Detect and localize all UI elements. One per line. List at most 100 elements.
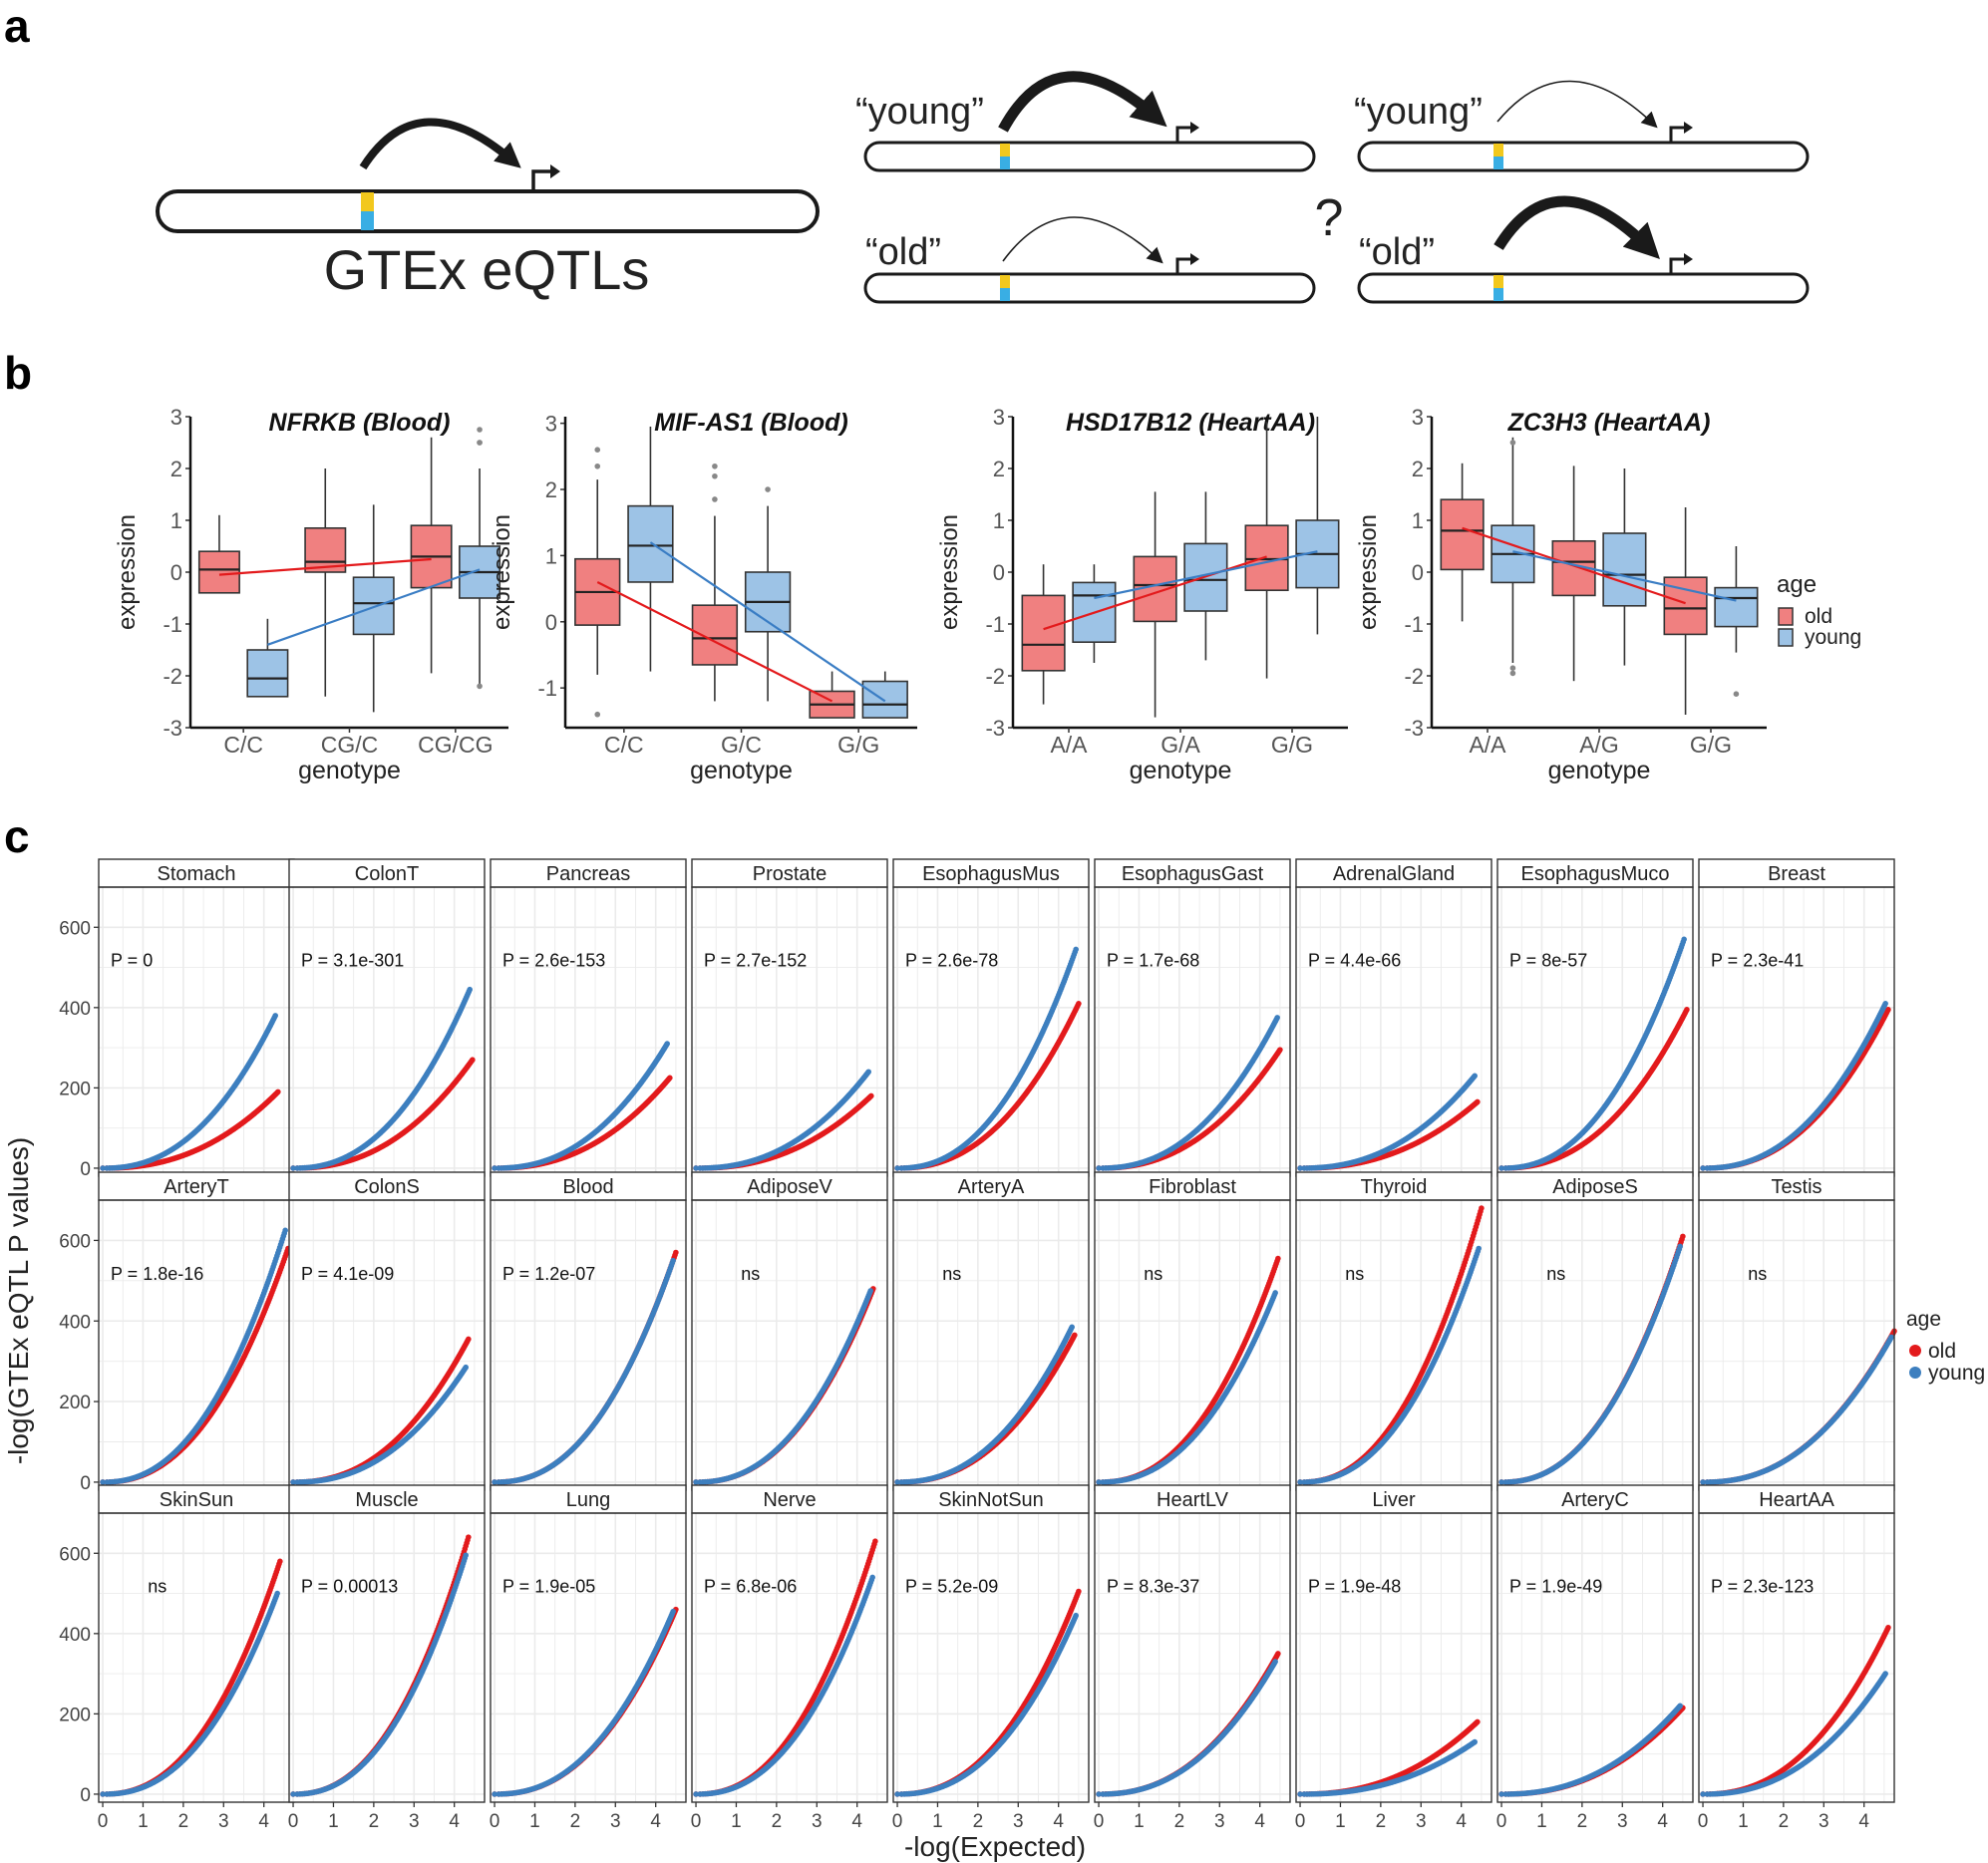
x-tick-label: CG/CG xyxy=(418,732,493,758)
data-point xyxy=(1069,1324,1075,1331)
y-tick-label: -2 xyxy=(985,664,1005,689)
data-point xyxy=(272,1013,278,1019)
data-point xyxy=(1882,1001,1888,1007)
y-tick-label: 0 xyxy=(80,1473,91,1494)
box-young xyxy=(1491,437,1535,677)
snp-allele-yellow xyxy=(1000,275,1010,288)
box-old xyxy=(1551,466,1596,682)
p-value-label: P = 3.1e-301 xyxy=(301,951,404,971)
facet-title: ArteryT xyxy=(164,1176,229,1198)
data-point xyxy=(1073,946,1079,953)
p-value-label: P = 8e-57 xyxy=(1509,951,1587,971)
data-point xyxy=(470,1057,476,1063)
y-tick-label: -2 xyxy=(163,664,182,689)
data-point xyxy=(670,1257,676,1264)
outlier-point xyxy=(477,440,483,446)
facet-strip-border xyxy=(490,858,687,888)
y-tick-label: -3 xyxy=(163,716,182,741)
box-old xyxy=(1021,564,1066,705)
box-iqr xyxy=(304,526,347,573)
y-tick-label: 400 xyxy=(59,1312,91,1333)
x-tick-label: G/G xyxy=(1271,732,1313,758)
box-old xyxy=(1440,463,1485,622)
y-tick-label: 0 xyxy=(80,1159,91,1180)
outlier-point xyxy=(1509,440,1516,446)
p-value-label: P = 2.3e-41 xyxy=(1711,951,1804,971)
scenario2-old-chromosome xyxy=(1357,272,1810,304)
x-tick-label: A/A xyxy=(1050,732,1088,758)
y-tick-label: -1 xyxy=(985,612,1005,637)
weak-regulation-arrow-icon xyxy=(1496,80,1658,129)
facet-background xyxy=(491,1200,686,1490)
legend-title: age xyxy=(1777,571,1817,598)
y-tick-label: 1 xyxy=(1412,508,1424,533)
snp-allele-yellow xyxy=(1493,144,1503,156)
facet-title: Pancreas xyxy=(546,863,631,885)
facet-strip xyxy=(289,859,485,887)
box-old xyxy=(1663,507,1708,715)
facet-title: Fibroblast xyxy=(1149,1176,1236,1198)
data-point xyxy=(865,1069,871,1076)
trend-line-young xyxy=(649,541,886,703)
y-tick-label: 3 xyxy=(1412,405,1424,430)
tss-arrow-head-icon xyxy=(1684,122,1693,134)
scenario1-young-chromosome xyxy=(863,141,1316,172)
facet-title: Blood xyxy=(562,1176,613,1198)
box-young xyxy=(459,427,501,690)
facet-strip xyxy=(99,859,294,887)
y-axis-label: expression xyxy=(114,514,141,630)
trend-line-old xyxy=(218,557,432,576)
p-value-label: ns xyxy=(741,1264,760,1284)
panel-b-legend: age old young xyxy=(1777,571,1861,649)
facet-background xyxy=(1095,1200,1290,1490)
y-tick-label: 3 xyxy=(170,405,182,430)
p-value-label: P = 4.4e-66 xyxy=(1308,951,1401,971)
data-point xyxy=(868,1092,874,1099)
y-tick-label: 1 xyxy=(545,543,557,568)
box-old xyxy=(574,447,621,718)
box-young xyxy=(352,504,395,713)
box-young xyxy=(627,426,674,672)
tss-arrow-head-icon xyxy=(1190,122,1199,134)
outlier-point xyxy=(1509,665,1516,671)
box-iqr xyxy=(1021,594,1066,672)
box-young xyxy=(1295,417,1340,635)
trend-line-young xyxy=(267,568,481,646)
plot-title: HSD17B12 (HeartAA) xyxy=(1066,409,1315,437)
x-tick-label: G/G xyxy=(837,732,879,758)
x-tick-label: G/G xyxy=(1690,732,1732,758)
box-iqr xyxy=(1714,586,1759,628)
box-iqr xyxy=(627,504,674,583)
box-old xyxy=(691,463,739,702)
data-point xyxy=(467,986,473,993)
outlier-point xyxy=(594,447,601,453)
y-tick-label: 600 xyxy=(59,918,91,939)
data-point xyxy=(1681,936,1687,943)
p-value-label: P = 2.6e-153 xyxy=(502,951,605,971)
data-point xyxy=(1072,1332,1078,1339)
facet-background xyxy=(692,887,887,1176)
p-value-label: P = 2.6e-78 xyxy=(905,951,998,971)
x-tick-label: A/G xyxy=(1579,732,1619,758)
trend-line-young xyxy=(1094,550,1318,600)
snp-allele-yellow xyxy=(1493,275,1503,288)
data-point xyxy=(1076,1001,1082,1007)
x-axis-label: genotype xyxy=(298,757,401,784)
facet-title: ArteryA xyxy=(958,1176,1025,1198)
data-point xyxy=(867,1288,873,1294)
scenario2-young-label: “young” xyxy=(1354,91,1483,133)
panel-letter-b: b xyxy=(4,347,32,399)
tss-arrow-head-icon xyxy=(1684,253,1693,265)
tss-arrow-icon xyxy=(1175,257,1190,274)
data-point xyxy=(282,1227,288,1234)
facet-strip xyxy=(692,859,887,887)
